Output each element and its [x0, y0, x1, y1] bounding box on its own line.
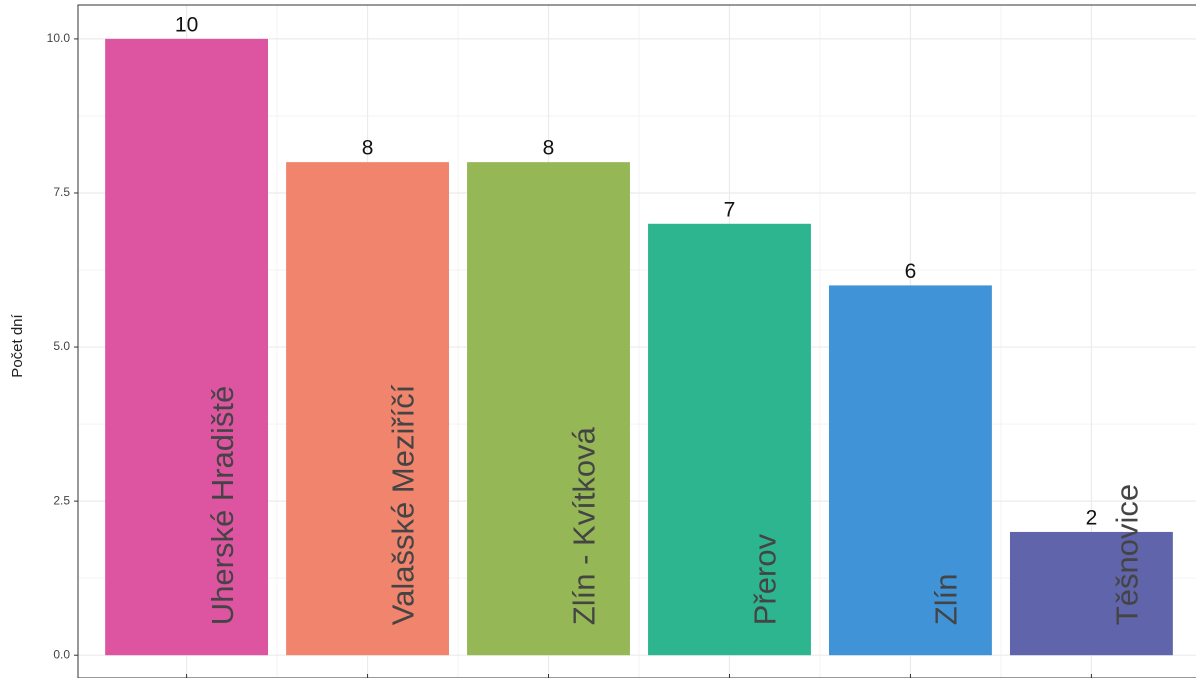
bar [1009, 531, 1173, 656]
bar [105, 38, 269, 656]
bar [286, 162, 449, 656]
value-label: 2 [1086, 506, 1098, 529]
y-tick-label: 5.0 [53, 339, 70, 353]
panel-border [77, 4, 1196, 678]
bar [829, 285, 992, 656]
category-label: Zlín [929, 574, 964, 626]
category-label: Uherské Hradiště [205, 386, 240, 625]
y-axis-label: Počet dní [9, 313, 26, 377]
value-label: 6 [905, 260, 917, 283]
value-label: 10 [175, 13, 198, 36]
category-label: Přerov [748, 533, 783, 625]
y-tick-label: 2.5 [53, 493, 70, 507]
bar [467, 162, 630, 656]
value-label: 7 [724, 198, 736, 221]
y-tick-label: 0.0 [53, 647, 70, 661]
y-tick-label: 7.5 [53, 185, 70, 199]
value-label: 8 [543, 137, 555, 160]
category-label: Těšnovice [1110, 484, 1145, 625]
bar [648, 223, 811, 656]
category-label: Zlín - Kvítková [567, 426, 602, 625]
category-label: Valašské Meziříčí [386, 384, 421, 625]
value-label: 8 [362, 137, 374, 160]
y-tick-label: 10.0 [47, 31, 71, 45]
